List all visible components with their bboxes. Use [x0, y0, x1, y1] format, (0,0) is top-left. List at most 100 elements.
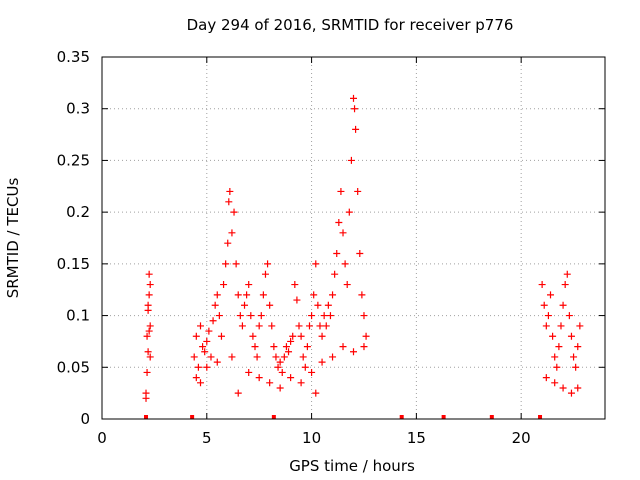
data-point [347, 156, 355, 164]
zero-marker [144, 415, 149, 419]
x-axis-label: GPS time / hours [289, 457, 415, 475]
data-point [261, 270, 269, 278]
y-tick-label: 0.15 [57, 255, 90, 273]
data-point [297, 379, 305, 387]
zero-marker [399, 415, 404, 419]
data-point [245, 281, 253, 289]
data-point [291, 281, 299, 289]
grid [102, 57, 605, 419]
data-point [329, 353, 337, 361]
data-point [234, 389, 242, 397]
data-point [247, 312, 255, 320]
zero-marker [441, 415, 446, 419]
data-point [224, 239, 232, 247]
data-point [301, 363, 309, 371]
data-point [549, 332, 557, 340]
data-point [555, 343, 563, 351]
data-point [197, 322, 205, 330]
data-point [274, 363, 282, 371]
data-point [318, 332, 326, 340]
data-point [287, 337, 295, 345]
data-point [354, 187, 362, 195]
data-point [329, 291, 337, 299]
data-point [312, 260, 320, 268]
zero-marker [489, 415, 494, 419]
data-point [145, 270, 153, 278]
data-point [255, 374, 263, 382]
data-point [259, 291, 267, 299]
data-point [352, 125, 360, 133]
y-tick-label: 0.1 [66, 307, 90, 325]
data-point [542, 322, 550, 330]
data-point [305, 322, 313, 330]
x-tick-label: 20 [512, 429, 531, 447]
y-tick-label: 0.2 [66, 203, 90, 221]
data-point [280, 353, 288, 361]
data-point [362, 332, 370, 340]
data-point [278, 368, 286, 376]
data-point [211, 301, 219, 309]
data-point [333, 250, 341, 258]
data-point [266, 379, 274, 387]
y-tick-label: 0.35 [57, 48, 90, 66]
data-point [326, 312, 334, 320]
data-point [565, 312, 573, 320]
data-point [551, 353, 559, 361]
data-point [557, 322, 565, 330]
data-point [282, 343, 290, 351]
data-point [226, 187, 234, 195]
data-point [316, 322, 324, 330]
data-point [324, 301, 332, 309]
data-point [322, 322, 330, 330]
data-point [295, 322, 303, 330]
data-point [339, 343, 347, 351]
y-tick-label: 0.25 [57, 151, 90, 169]
data-point [331, 270, 339, 278]
data-point [341, 260, 349, 268]
data-point [576, 322, 584, 330]
data-point [572, 363, 580, 371]
data-point [343, 281, 351, 289]
data-point [318, 358, 326, 366]
zero-marker [538, 415, 543, 419]
data-point [551, 379, 559, 387]
y-axis-label: SRMTID / TECUs [4, 178, 22, 299]
data-point [547, 291, 555, 299]
data-point [310, 291, 318, 299]
data-point [228, 353, 236, 361]
data-point [314, 301, 322, 309]
x-tick-label: 10 [302, 429, 321, 447]
data-point [197, 379, 205, 387]
data-point [257, 312, 265, 320]
data-point [238, 322, 246, 330]
x-axis-ticks: 0 5 10 15 20 [97, 57, 531, 447]
data-point [289, 332, 297, 340]
data-point [144, 306, 152, 314]
data-point [143, 332, 151, 340]
data-point [360, 343, 368, 351]
data-point [276, 358, 284, 366]
data-point [350, 94, 357, 102]
data-point [249, 332, 257, 340]
data-point [320, 312, 328, 320]
data-point [559, 384, 567, 392]
data-point [145, 291, 153, 299]
data-point [230, 208, 238, 216]
data-point [220, 281, 228, 289]
data-point [146, 281, 154, 289]
data-point [146, 353, 154, 361]
data-point [241, 301, 249, 309]
data-point [253, 353, 261, 361]
data-point [232, 260, 240, 268]
data-point [287, 374, 295, 382]
data-point [192, 374, 200, 382]
x-tick-label: 5 [202, 429, 212, 447]
data-point [145, 327, 153, 335]
data-point [299, 353, 307, 361]
data-point [293, 296, 301, 304]
data-point [205, 327, 213, 335]
data-point [337, 187, 345, 195]
data-point [358, 291, 366, 299]
data-point [339, 229, 347, 237]
